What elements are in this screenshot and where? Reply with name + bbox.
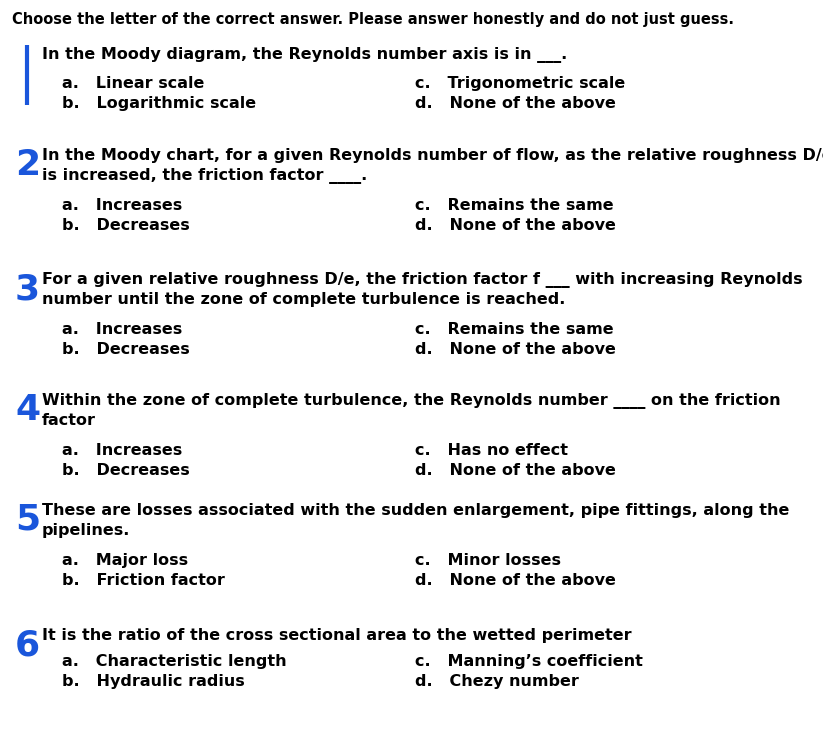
- Text: d.   None of the above: d. None of the above: [415, 342, 616, 357]
- Text: b.   Decreases: b. Decreases: [62, 218, 190, 233]
- Text: 4: 4: [15, 393, 40, 427]
- Text: d.   Chezy number: d. Chezy number: [415, 674, 579, 689]
- Text: a.   Major loss: a. Major loss: [62, 553, 188, 568]
- Text: These are losses associated with the sudden enlargement, pipe fittings, along th: These are losses associated with the sud…: [42, 503, 789, 518]
- Text: c.   Has no effect: c. Has no effect: [415, 443, 568, 458]
- Text: In the Moody diagram, the Reynolds number axis is in ___.: In the Moody diagram, the Reynolds numbe…: [42, 47, 567, 63]
- Text: b.   Decreases: b. Decreases: [62, 463, 190, 478]
- Text: 6: 6: [15, 628, 40, 662]
- Text: c.   Trigonometric scale: c. Trigonometric scale: [415, 76, 625, 91]
- Text: a.   Increases: a. Increases: [62, 443, 182, 458]
- Text: c.   Manning’s coefficient: c. Manning’s coefficient: [415, 654, 643, 669]
- Text: b.   Hydraulic radius: b. Hydraulic radius: [62, 674, 244, 689]
- Text: a.   Linear scale: a. Linear scale: [62, 76, 204, 91]
- Text: For a given relative roughness D/e, the friction factor f ___ with increasing Re: For a given relative roughness D/e, the …: [42, 272, 802, 288]
- Text: is increased, the friction factor ____.: is increased, the friction factor ____.: [42, 168, 367, 184]
- Text: c.   Remains the same: c. Remains the same: [415, 198, 614, 213]
- Text: Within the zone of complete turbulence, the Reynolds number ____ on the friction: Within the zone of complete turbulence, …: [42, 393, 781, 409]
- Text: b.   Logarithmic scale: b. Logarithmic scale: [62, 96, 256, 111]
- Text: a.   Increases: a. Increases: [62, 322, 182, 337]
- Text: Choose the letter of the correct answer. Please answer honestly and do not just : Choose the letter of the correct answer.…: [12, 12, 734, 27]
- Text: pipelines.: pipelines.: [42, 523, 130, 538]
- Text: b.   Decreases: b. Decreases: [62, 342, 190, 357]
- Text: d.   None of the above: d. None of the above: [415, 573, 616, 588]
- Text: d.   None of the above: d. None of the above: [415, 96, 616, 111]
- Text: a.   Characteristic length: a. Characteristic length: [62, 654, 286, 669]
- Text: a.   Increases: a. Increases: [62, 198, 182, 213]
- Text: It is the ratio of the cross sectional area to the wetted perimeter: It is the ratio of the cross sectional a…: [42, 628, 631, 643]
- Text: 2: 2: [15, 148, 40, 182]
- Text: c.   Minor losses: c. Minor losses: [415, 553, 561, 568]
- Text: d.   None of the above: d. None of the above: [415, 218, 616, 233]
- Text: In the Moody chart, for a given Reynolds number of flow, as the relative roughne: In the Moody chart, for a given Reynolds…: [42, 148, 823, 163]
- Text: number until the zone of complete turbulence is reached.: number until the zone of complete turbul…: [42, 292, 565, 307]
- Text: factor: factor: [42, 413, 96, 428]
- Text: c.   Remains the same: c. Remains the same: [415, 322, 614, 337]
- Text: d.   None of the above: d. None of the above: [415, 463, 616, 478]
- Text: 3: 3: [15, 272, 40, 306]
- Text: b.   Friction factor: b. Friction factor: [62, 573, 225, 588]
- Text: 5: 5: [15, 503, 40, 537]
